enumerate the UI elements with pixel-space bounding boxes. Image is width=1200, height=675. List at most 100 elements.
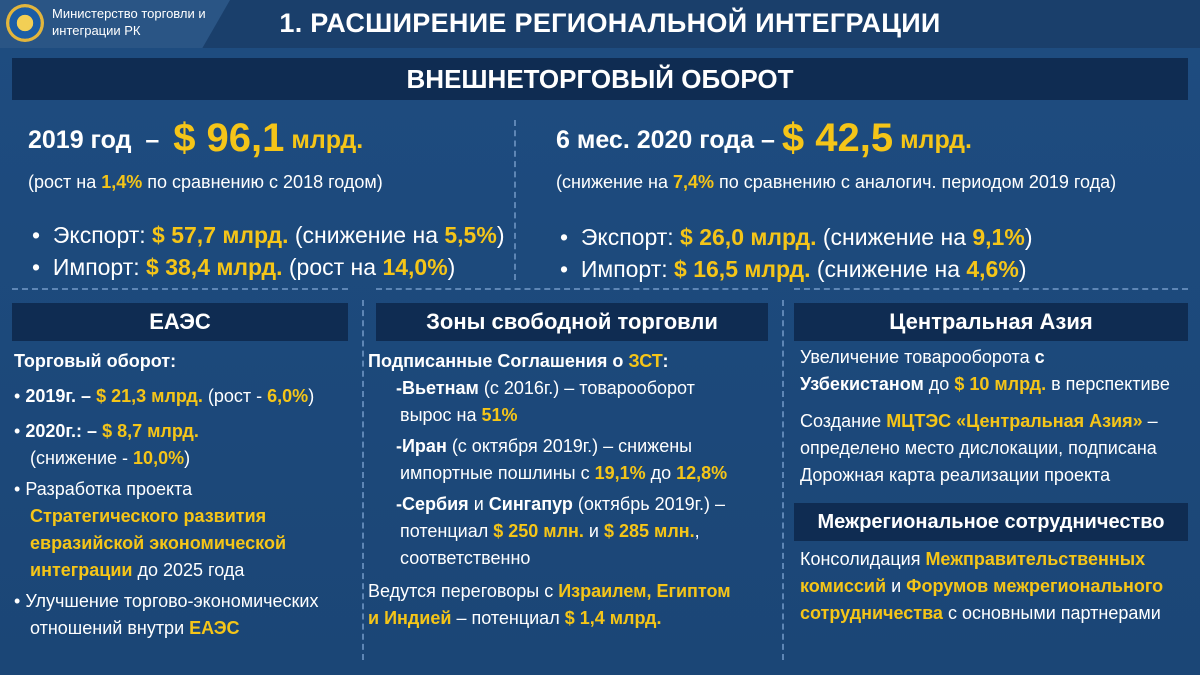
ir-line-2: комиссий и Форумов межрегионального bbox=[800, 573, 1195, 600]
divider bbox=[12, 288, 348, 290]
export-pct: 5,5% bbox=[444, 222, 497, 248]
eaes-heading: ЕАЭС bbox=[12, 303, 348, 341]
ca-value: $ 10 млрд. bbox=[954, 374, 1047, 394]
eaes-improve-highlight: ЕАЭС bbox=[189, 618, 240, 638]
trade-2019-label: 2019 год bbox=[28, 126, 132, 154]
export-value: $ 26,0 млрд. bbox=[680, 224, 817, 250]
fta-iran-text: (с октября 2019г.) – снижены bbox=[446, 436, 693, 456]
fta-serbia-value: $ 250 млн. bbox=[493, 521, 584, 541]
eaes-improve-line: • Улучшение торгово-экономических bbox=[14, 591, 319, 611]
comma: , bbox=[694, 521, 700, 541]
divider bbox=[376, 288, 768, 290]
dash: – bbox=[761, 126, 775, 154]
fta-content: Подписанные Соглашения о ЗСТ: -Вьетнам (… bbox=[368, 348, 773, 632]
fta-iran-name: -Иран bbox=[396, 436, 447, 456]
ca-line-2: Узбекистаном до $ 10 млрд. в перспективе bbox=[800, 371, 1195, 398]
fta-serbia-name: -Сербия bbox=[396, 494, 469, 514]
export-label: Экспорт: bbox=[580, 224, 674, 250]
fta-neg-text: Ведутся переговоры с bbox=[368, 581, 559, 601]
eaes-content: Торговый оборот: • 2019г. – $ 21,3 млрд.… bbox=[14, 348, 354, 642]
ca-line-5: Дорожная карта реализации проекта bbox=[800, 465, 1111, 485]
note-pct: 7,4% bbox=[673, 172, 715, 192]
import-value: $ 38,4 млрд. bbox=[146, 254, 283, 280]
fta-neg-countries: и Индией bbox=[368, 608, 452, 628]
ministry-name: Министерство торговли и интеграции РК bbox=[52, 5, 227, 39]
import-label: Импорт: bbox=[52, 254, 140, 280]
ca-line-3: Создание МЦТЭС «Центральная Азия» – bbox=[800, 408, 1195, 435]
note-text: (снижение - bbox=[30, 448, 134, 468]
eaes-2020-label: 2020г.: – bbox=[25, 421, 98, 441]
ca-highlight: МЦТЭС «Центральная Азия» bbox=[886, 411, 1143, 431]
divider bbox=[362, 300, 364, 660]
fta-neg-text: – потенциал bbox=[451, 608, 565, 628]
trade-2019-import: • Импорт: $ 38,4 млрд. (рост на 14,0%) bbox=[32, 254, 456, 280]
note-text: (рост на bbox=[28, 172, 102, 192]
ir-text: и bbox=[886, 576, 907, 596]
trade-2019-headline: 2019 год – $ 96,1 млрд. bbox=[28, 116, 363, 161]
ca-line-4: определено место дислокации, подписана bbox=[800, 438, 1157, 458]
eaes-2020-pct: 10,0% bbox=[133, 448, 185, 468]
eaes-dev-line: • Разработка проекта bbox=[14, 479, 193, 499]
import-value: $ 16,5 млрд. bbox=[674, 256, 811, 282]
ca-text: Создание bbox=[800, 411, 887, 431]
colon: : bbox=[662, 351, 669, 371]
trade-2019-amount: $ 96,1 bbox=[173, 116, 285, 160]
note-pct: 1,4% bbox=[101, 172, 143, 192]
eaes-dev-text: до 2025 года bbox=[132, 560, 245, 580]
export-pct: 9,1% bbox=[972, 224, 1025, 250]
import-pct: 14,0% bbox=[382, 254, 448, 280]
ca-uzbekistan: Узбекистаном bbox=[800, 374, 924, 394]
ministry-line-2: интеграции РК bbox=[52, 23, 141, 38]
ca-text: – bbox=[1142, 411, 1158, 431]
fta-singapore-value: $ 285 млн. bbox=[603, 521, 695, 541]
fta-neg-countries: Израилем, Египтом bbox=[558, 581, 731, 601]
top-bar: Министерство торговли и интеграции РК 1.… bbox=[0, 0, 1200, 48]
trade-2019-unit: млрд. bbox=[291, 126, 364, 154]
ministry-line-1: Министерство торговли и bbox=[52, 6, 206, 21]
eaes-dev-highlight: интеграции bbox=[30, 560, 133, 580]
import-note: (рост на bbox=[288, 254, 383, 280]
dash: – bbox=[145, 126, 160, 154]
import-label: Импорт: bbox=[580, 256, 668, 282]
fta-serbia-text: (октябрь 2019г.) – bbox=[572, 494, 726, 514]
note-text: (снижение на bbox=[556, 172, 673, 192]
eaes-dev-highlight: евразийской экономической bbox=[30, 533, 287, 553]
paren: ) bbox=[1024, 224, 1033, 250]
fta-signed-text: Подписанные Соглашения о bbox=[368, 351, 629, 371]
trade-2020-unit: млрд. bbox=[900, 126, 972, 154]
fta-iran-from: 19,1% bbox=[594, 463, 646, 483]
paren: ) bbox=[184, 448, 191, 468]
ir-line-1: Консолидация Межправительственных bbox=[800, 546, 1195, 573]
export-note: (снижение на bbox=[294, 222, 445, 248]
fta-vietnam-pct: 51% bbox=[481, 405, 518, 425]
ca-text: в перспективе bbox=[1046, 374, 1170, 394]
eaes-dev-highlight: Стратегического развития bbox=[30, 506, 267, 526]
eaes-dev-text: Разработка проекта bbox=[25, 479, 193, 499]
trade-2020-export: • Экспорт: $ 26,0 млрд. (снижение на 9,1… bbox=[560, 224, 1033, 250]
fta-neg-value: $ 1,4 млрд. bbox=[564, 608, 662, 628]
ir-highlight: Форумов межрегионального bbox=[906, 576, 1164, 596]
fta-vietnam-text: (с 2016г.) – товарооборот bbox=[478, 378, 695, 398]
page-title: 1. РАСШИРЕНИЕ РЕГИОНАЛЬНОЙ ИНТЕГРАЦИИ bbox=[279, 8, 941, 38]
paren: ) bbox=[1018, 256, 1027, 282]
fta-iran-text: импортные пошлины с bbox=[400, 463, 595, 483]
fta-vietnam-2: вырос на 51% bbox=[368, 402, 773, 429]
trade-2019-note: (рост на 1,4% по сравнению с 2018 годом) bbox=[28, 172, 383, 193]
fta-vietnam-text: вырос на bbox=[400, 405, 482, 425]
ca-text-bold: с bbox=[1034, 347, 1045, 367]
eaes-2020-note: (снижение - 10,0%) bbox=[14, 445, 354, 472]
trade-2020-headline: 6 мес. 2020 года – $ 42,5 млрд. bbox=[556, 116, 972, 161]
paren: ) bbox=[308, 386, 315, 406]
fta-serbia-3: соответственно bbox=[400, 548, 531, 568]
eaes-turnover-label: Торговый оборот: bbox=[14, 351, 177, 371]
eaes-2019-label: 2019г. – bbox=[25, 386, 92, 406]
export-label: Экспорт: bbox=[52, 222, 146, 248]
kazakhstan-emblem-icon bbox=[6, 4, 44, 42]
trade-2020-import: • Импорт: $ 16,5 млрд. (снижение на 4,6%… bbox=[560, 256, 1027, 282]
fta-vietnam-name: -Вьетнам bbox=[396, 378, 479, 398]
eaes-2019-value: $ 21,3 млрд. bbox=[96, 386, 203, 406]
fta-heading: Зоны свободной торговли bbox=[376, 303, 768, 341]
ir-line-3: сотрудничества с основными партнерами bbox=[800, 600, 1195, 627]
fta-signed-highlight: ЗСТ bbox=[628, 351, 663, 371]
eaes-improve-end: отношений внутри ЕАЭС bbox=[14, 615, 354, 642]
